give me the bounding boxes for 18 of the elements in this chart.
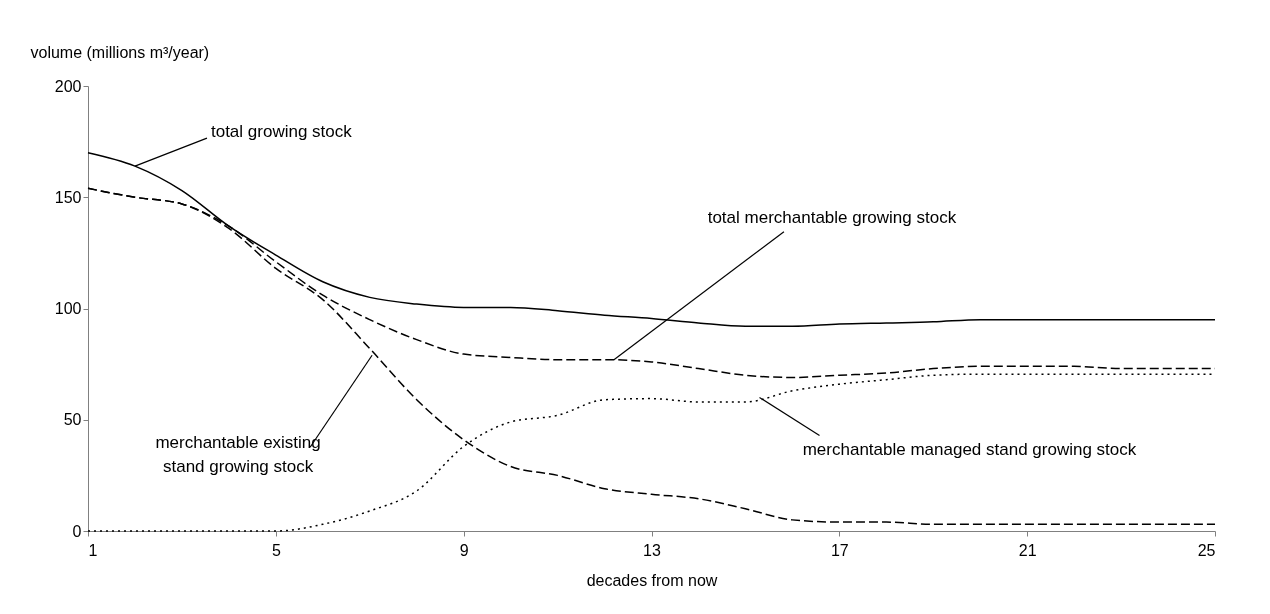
x-tick-label: 17 bbox=[830, 541, 849, 559]
y-tick-label: 150 bbox=[54, 188, 82, 206]
x-tick-label: 9 bbox=[459, 541, 469, 559]
y-tick-label: 200 bbox=[54, 77, 82, 95]
annotation: total merchantable growing stock bbox=[707, 207, 957, 227]
y-axis-title: volume (millions m³/year) bbox=[30, 43, 210, 61]
annotation: total growing stock bbox=[210, 122, 353, 142]
y-tick-label: 50 bbox=[63, 411, 82, 429]
x-tick-label: 1 bbox=[88, 541, 98, 559]
x-tick-label: 5 bbox=[271, 541, 281, 559]
x-axis-title: decades from now bbox=[586, 571, 718, 589]
y-tick-label: 100 bbox=[54, 300, 82, 317]
x-tick-label: 21 bbox=[1018, 541, 1037, 559]
annotation: merchantable existing stand growing stock bbox=[155, 433, 321, 477]
x-tick-label: 13 bbox=[643, 541, 661, 559]
x-tick-label: 25 bbox=[1197, 541, 1216, 559]
annotation: merchantable managed stand growing stock bbox=[802, 439, 1137, 459]
y-tick-label: 0 bbox=[72, 522, 82, 540]
